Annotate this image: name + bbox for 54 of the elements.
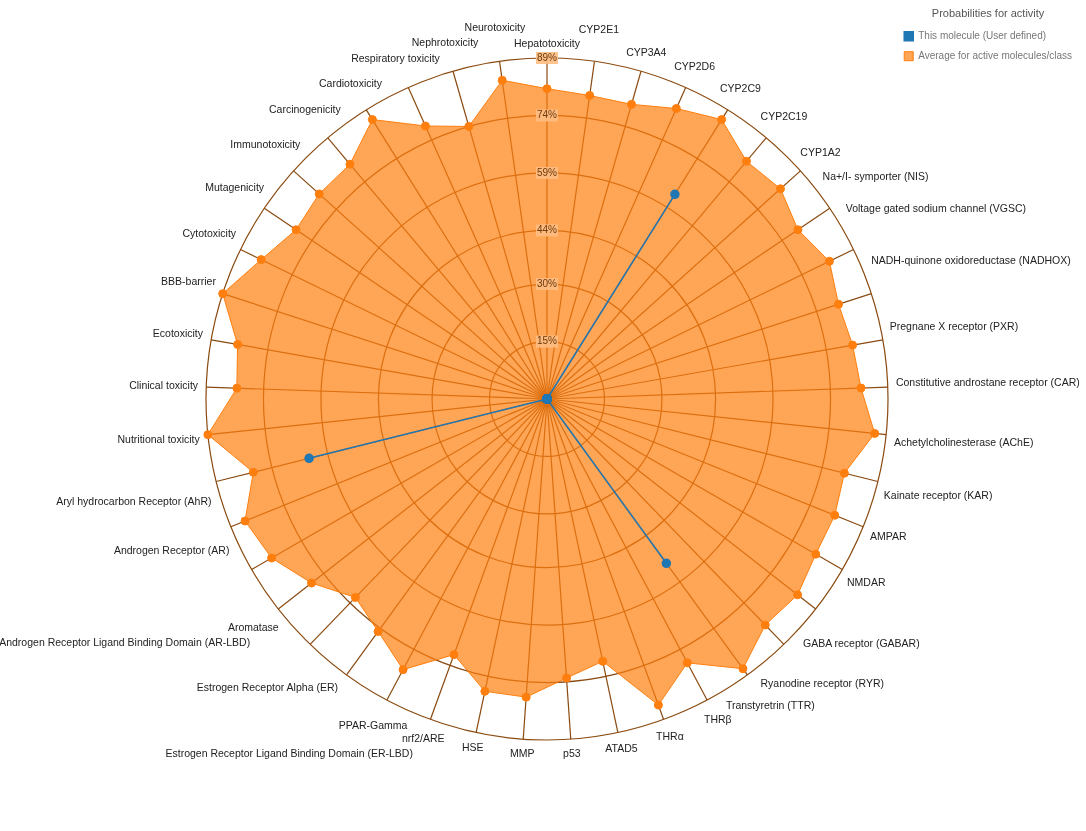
spoke-label: CYP2C9	[719, 82, 761, 95]
spoke-label: Neurotoxicity	[464, 21, 527, 34]
spoke-label: Immunotoxicity	[230, 138, 302, 151]
spoke-label: Achetylcholinesterase (AChE)	[893, 435, 1034, 448]
spoke-label: Pregnane X receptor (PXR)	[889, 320, 1019, 333]
spoke-label: Constitutive androstane receptor (CAR)	[895, 376, 1080, 389]
spoke-label: Nephrotoxicity	[411, 36, 480, 49]
spoke-label: p53	[563, 746, 581, 759]
legend-label: Average for active molecules/class	[918, 49, 1073, 61]
spoke-label: Ryanodine receptor (RYR)	[760, 676, 884, 689]
spoke-label: THRα	[656, 729, 684, 742]
spoke-label: PPAR-Gamma	[338, 718, 408, 731]
spoke-label: Hepatotoxicity	[514, 36, 581, 49]
spoke-label: Estrogen Receptor Alpha (ER)	[196, 681, 338, 694]
spoke-label: NMDAR	[847, 576, 886, 589]
y-tick-label: 15%	[536, 335, 558, 347]
spoke-label: Nutritional toxicity	[117, 432, 201, 445]
spoke-label: HSE	[461, 741, 484, 754]
spoke-label: Aromatase	[227, 621, 279, 634]
y-tick-label: 44%	[536, 224, 558, 236]
spoke-label: GABA receptor (GABAR)	[802, 637, 920, 650]
spoke-label: Cytotoxicity	[182, 227, 237, 240]
spoke-label: Respiratory toxicity	[351, 51, 441, 64]
y-tick-label: 59%	[536, 166, 558, 178]
spoke-label: CYP2C19	[760, 109, 808, 122]
y-tick-label: 30%	[536, 277, 558, 289]
spoke-label: CYP1A2	[800, 145, 841, 158]
spoke-label: Androgen Receptor Ligand Binding Domain (AR-LBD)	[0, 635, 251, 648]
y-tick-label: 89%	[536, 51, 558, 63]
spoke-label: CYP2D6	[674, 60, 716, 73]
spoke-label: Clinical toxicity	[129, 378, 199, 391]
spoke-label: BBB-barrier	[161, 275, 217, 288]
spoke-label: ATAD5	[605, 742, 638, 755]
spoke-label: Voltage gated sodium channel (VGSC)	[845, 202, 1027, 215]
spoke-label: NADH-quinone oxidoreductase (NADHOX)	[871, 254, 1071, 267]
y-tick-label: 74%	[536, 109, 558, 121]
spoke-label: THRβ	[703, 713, 732, 726]
spoke-label: Mutagenicity	[205, 181, 265, 194]
spoke-label: nrf2/ARE	[401, 731, 445, 744]
spoke-label: Na+/I- symporter (NIS)	[822, 170, 929, 183]
legend-title: Probabilities for activity	[931, 6, 1045, 19]
legend-label: This molecule (User defined)	[918, 29, 1047, 41]
spoke-label: Androgen Receptor (AR)	[113, 543, 230, 556]
spoke-label: Ecotoxicity	[152, 326, 204, 339]
spoke-label: Transtyretrin (TTR)	[725, 699, 815, 712]
spoke-label: Cardiotoxicity	[319, 77, 383, 90]
spoke-label: CYP2E1	[578, 22, 620, 35]
spoke-label: AMPAR	[870, 529, 908, 542]
spoke-label: Carcinogenicity	[268, 103, 342, 116]
spoke-label: MMP	[509, 746, 535, 759]
spoke-label: Aryl hydrocarbon Receptor (AhR)	[56, 494, 212, 507]
spoke-label: CYP3A4	[626, 45, 667, 58]
spoke-label: Estrogen Receptor Ligand Binding Domain (ER-LBD)	[165, 746, 413, 759]
spoke-label: Kainate receptor (KAR)	[883, 489, 993, 502]
